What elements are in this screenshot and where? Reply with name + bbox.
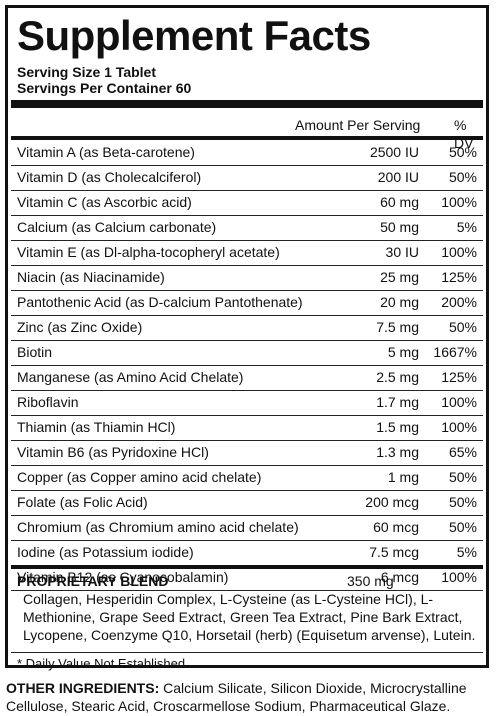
nutrient-name: Zinc (as Zinc Oxide) [17, 319, 143, 335]
nutrient-name: Manganese (as Amino Acid Chelate) [17, 369, 244, 385]
nutrient-name: Vitamin C (as Ascorbic acid) [17, 194, 192, 210]
nutrient-name: Iodine (as Potassium iodide) [17, 544, 194, 560]
blend-ingredients: Collagen, Hesperidin Complex, L-Cysteine… [23, 591, 476, 643]
nutrient-name: Vitamin B12 (as Cyanocobalamin) [17, 569, 229, 585]
nutrient-amount: 200 IU [377, 169, 419, 185]
nutrient-amount: 25 mg [380, 269, 419, 285]
nutrient-row: Calcium (as Calcium carbonate) 50 mg 5% [11, 216, 483, 241]
nutrient-row: Vitamin D (as Cholecalciferol) 200 IU 50% [11, 166, 483, 191]
nutrient-amount: 1.7 mg [376, 394, 419, 410]
nutrient-daily-value: 50% [448, 469, 477, 485]
nutrient-row: Copper (as Copper amino acid chelate) 1 m… [11, 466, 483, 491]
nutrient-row: Zinc (as Zinc Oxide) 7.5 mg 50% [11, 316, 483, 341]
nutrient-daily-value: 5% [456, 219, 477, 235]
amount-per-serving-header: Amount Per Serving [295, 117, 421, 133]
nutrient-name: Biotin [17, 344, 53, 360]
nutrient-daily-value: 100% [441, 194, 477, 210]
nutrient-amount: 60 mg [380, 194, 419, 210]
nutrient-daily-value: 125% [441, 269, 477, 285]
nutrient-daily-value: 100% [441, 244, 477, 260]
nutrient-amount: 7.5 mg [376, 319, 419, 335]
nutrient-daily-value: 50% [448, 169, 477, 185]
nutrient-table: Vitamin A (as Beta-carotene) 2500 IU 50% Vi… [11, 141, 483, 591]
nutrient-amount: 30 IU [385, 244, 419, 260]
nutrient-amount: 60 mcg [373, 519, 419, 535]
nutrient-amount: 5 mg [387, 344, 419, 360]
nutrient-daily-value: 100% [441, 569, 477, 585]
servings-per-container: Servings Per Container 60 [17, 80, 192, 96]
nutrient-daily-value: 5% [456, 544, 477, 560]
nutrient-amount: 1 mg [387, 469, 419, 485]
nutrient-row: Vitamin E (as Dl-alpha-tocopheryl acetat… [11, 241, 483, 266]
nutrient-amount: 7.5 mcg [369, 544, 419, 560]
blend-divider [11, 565, 483, 569]
nutrient-daily-value: 50% [448, 519, 477, 535]
nutrient-row: Chromium (as Chromium amino acid chelate… [11, 516, 483, 541]
nutrient-daily-value: 200% [441, 294, 477, 310]
footnote: * Daily Value Not Established [17, 656, 186, 671]
nutrient-row: Niacin (as Niacinamide) 25 mg 125% [11, 266, 483, 291]
nutrient-daily-value: 100% [441, 419, 477, 435]
supplement-facts-panel: Supplement Facts Serving Size 1 Tablet S… [5, 5, 489, 671]
panel-title: Supplement Facts [17, 12, 371, 59]
nutrient-name: Calcium (as Calcium carbonate) [17, 219, 217, 235]
nutrient-daily-value: 125% [441, 369, 477, 385]
nutrient-row: Vitamin C (as Ascorbic acid) 60 mg 100% [11, 191, 483, 216]
nutrient-row: Manganese (as Amino Acid Chelate) 2.5 mg 1… [11, 366, 483, 391]
nutrient-row: Folate (as Folic Acid) 200 mcg 50% [11, 491, 483, 516]
nutrient-amount: 20 mg [380, 294, 419, 310]
nutrient-amount: 1.3 mg [376, 444, 419, 460]
nutrient-amount: 2500 IU [369, 144, 419, 160]
nutrient-daily-value: 50% [448, 319, 477, 335]
nutrient-row: Biotin 5 mg 1667% [11, 341, 483, 366]
nutrient-name: Folate (as Folic Acid) [17, 494, 148, 510]
header-divider [11, 136, 483, 140]
thick-divider [11, 100, 483, 108]
nutrient-name: Niacin (as Niacinamide) [17, 269, 165, 285]
nutrient-row: Pantothenic Acid (as D-calcium Pantothen… [11, 291, 483, 316]
nutrient-row: Riboflavin 1.7 mg 100% [11, 391, 483, 416]
nutrient-name: Chromium (as Chromium amino acid chelate… [17, 519, 299, 535]
nutrient-name: Pantothenic Acid (as D-calcium Pantothen… [17, 294, 303, 310]
blend-title: PROPRIETARY BLEND [17, 573, 169, 589]
nutrient-name: Vitamin E (as Dl-alpha-tocopheryl acetat… [17, 244, 280, 260]
nutrient-amount: 1.5 mg [376, 419, 419, 435]
nutrient-daily-value: 1667% [433, 344, 477, 360]
nutrient-daily-value: 50% [448, 494, 477, 510]
nutrient-name: Vitamin D (as Cholecalciferol) [17, 169, 202, 185]
nutrient-amount: 6 mcg [380, 569, 419, 585]
nutrient-row: Vitamin B6 (as Pyridoxine HCl) 1.3 mg 65% [11, 441, 483, 466]
nutrient-amount: 50 mg [380, 219, 419, 235]
nutrient-name: Copper (as Copper amino acid chelate) [17, 469, 262, 485]
nutrient-amount: 200 mcg [365, 494, 419, 510]
nutrient-row: Thiamin (as Thiamin HCl) 1.5 mg 100% [11, 416, 483, 441]
nutrient-name: Vitamin A (as Beta-carotene) [17, 144, 195, 160]
nutrient-name: Riboflavin [17, 394, 79, 410]
blend-amount: 350 mg [347, 573, 394, 589]
other-ingredients: OTHER INGREDIENTS: Calcium Silicate, Sil… [6, 679, 494, 715]
nutrient-daily-value: 50% [448, 144, 477, 160]
nutrient-row: Iodine (as Potassium iodide) 7.5 mcg 5% [11, 541, 483, 566]
nutrient-daily-value: 100% [441, 394, 477, 410]
other-ingredients-label: OTHER INGREDIENTS: [6, 680, 160, 696]
nutrient-daily-value: 65% [448, 444, 477, 460]
nutrient-amount: 2.5 mg [376, 369, 419, 385]
nutrient-row: Vitamin A (as Beta-carotene) 2500 IU 50% [11, 141, 483, 166]
other-ingredients-text: Calcium Silicate, Silicon Dioxide, Micro… [6, 680, 467, 714]
footnote-divider [11, 652, 483, 653]
nutrient-name: Thiamin (as Thiamin HCl) [17, 419, 176, 435]
nutrient-name: Vitamin B6 (as Pyridoxine HCl) [17, 444, 209, 460]
nutrient-row: Vitamin B12 (as Cyanocobalamin) 6 mcg 100% [11, 566, 483, 591]
serving-size: Serving Size 1 Tablet [17, 64, 157, 80]
